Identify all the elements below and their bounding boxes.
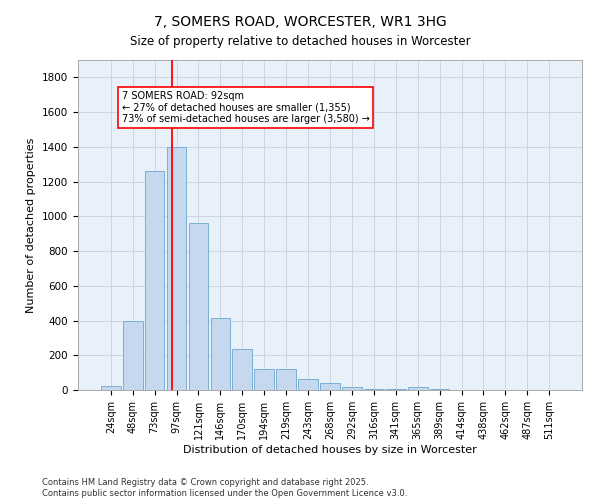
Bar [298, 378, 318, 390]
Text: 7 SOMERS ROAD: 92sqm
← 27% of detached houses are smaller (1,355)
73% of semi-de: 7 SOMERS ROAD: 92sqm ← 27% of detached h… [122, 92, 370, 124]
Bar [408, 388, 428, 390]
Bar [342, 386, 362, 390]
Bar [167, 147, 187, 390]
Bar [254, 369, 274, 390]
X-axis label: Distribution of detached houses by size in Worcester: Distribution of detached houses by size … [183, 444, 477, 454]
Bar [364, 389, 384, 390]
Bar [123, 320, 143, 390]
Bar [430, 389, 449, 390]
Y-axis label: Number of detached properties: Number of detached properties [26, 138, 37, 312]
Text: Size of property relative to detached houses in Worcester: Size of property relative to detached ho… [130, 35, 470, 48]
Bar [276, 369, 296, 390]
Bar [211, 318, 230, 390]
Bar [232, 349, 252, 390]
Bar [386, 389, 406, 390]
Bar [101, 386, 121, 390]
Bar [145, 171, 164, 390]
Text: 7, SOMERS ROAD, WORCESTER, WR1 3HG: 7, SOMERS ROAD, WORCESTER, WR1 3HG [154, 15, 446, 29]
Text: Contains HM Land Registry data © Crown copyright and database right 2025.
Contai: Contains HM Land Registry data © Crown c… [42, 478, 407, 498]
Bar [188, 224, 208, 390]
Bar [320, 383, 340, 390]
